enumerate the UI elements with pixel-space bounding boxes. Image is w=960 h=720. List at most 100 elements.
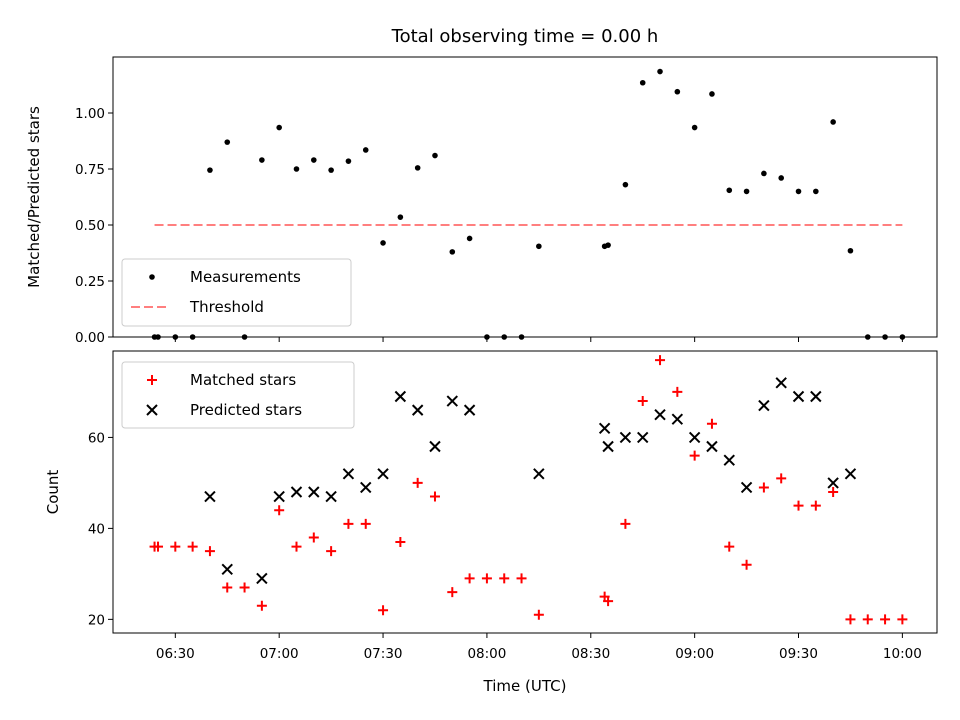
predicted-stars-point <box>360 481 372 494</box>
measurement-point <box>276 124 282 131</box>
predicted-stars-point <box>723 454 735 466</box>
measurement-point <box>847 247 854 254</box>
x-tick-label: 09:30 <box>779 646 818 662</box>
measurement-point <box>622 181 629 188</box>
predicted-stars-point <box>273 490 285 503</box>
predicted-stars-point <box>775 377 787 389</box>
measurement-point <box>345 158 352 164</box>
y-tick-label: 20 <box>88 612 105 628</box>
matched-stars-point <box>758 482 769 493</box>
y-tick-label: 60 <box>88 430 105 446</box>
x-tick-label: 06:30 <box>156 646 195 662</box>
predicted-stars-point <box>827 477 839 489</box>
predicted-stars-point <box>602 440 614 453</box>
matched-stars-point <box>291 541 302 552</box>
predicted-stars-point <box>758 399 770 412</box>
matched-stars-point <box>429 491 440 502</box>
predicted-stars-point <box>308 486 320 498</box>
predicted-stars-point <box>619 431 632 444</box>
x-tick-label: 08:00 <box>467 646 506 662</box>
predicted-stars-point <box>637 431 649 444</box>
predicted-stars-point <box>706 440 718 453</box>
matched-stars-point <box>170 541 181 552</box>
matched-stars-point <box>395 537 406 548</box>
matched-stars-point <box>810 500 821 511</box>
y-tick-label: 0.00 <box>75 330 105 346</box>
matched-stars-point <box>360 518 371 529</box>
plot-frame <box>112 56 938 338</box>
measurement-point <box>813 188 819 195</box>
legend-box <box>121 361 355 429</box>
predicted-stars-point <box>810 390 822 403</box>
matched-stars-point <box>776 473 787 484</box>
predicted-stars-point <box>325 490 337 503</box>
matched-stars-point <box>464 573 475 584</box>
measurement-point <box>380 240 386 246</box>
y-tick-label: 0.25 <box>75 274 105 290</box>
y-tick-label: 1.00 <box>75 106 105 122</box>
y-tick-label: 40 <box>88 521 105 537</box>
legend-measurements-swatch <box>149 274 155 280</box>
matched-stars-point <box>862 614 873 625</box>
measurement-point <box>830 119 836 125</box>
predicted-stars-point <box>342 468 355 480</box>
x-tick-label: 10:00 <box>883 646 922 662</box>
matched-stars-point <box>533 609 544 620</box>
measurement-point <box>657 68 663 75</box>
predicted-stars-point <box>844 468 857 480</box>
predicted-stars-point <box>654 408 666 421</box>
predicted-stars-point <box>377 468 389 480</box>
matched-stars-point <box>153 541 164 552</box>
predicted-stars-point <box>671 413 684 425</box>
measurement-point <box>293 166 300 172</box>
measurement-point <box>691 124 698 131</box>
predicted-stars-point <box>740 481 753 494</box>
matched-stars-point <box>481 573 492 584</box>
measurement-point <box>726 187 733 194</box>
matched-stars-point <box>222 582 233 593</box>
legend: Matched stars Predicted stars <box>121 361 355 429</box>
plot-frame <box>112 350 938 634</box>
matched-stars-point <box>845 614 856 625</box>
measurement-point <box>414 165 421 171</box>
measurement-point <box>709 91 715 97</box>
matched-stars-point <box>828 487 839 497</box>
y-tick-label: 0.50 <box>75 218 105 234</box>
matched-stars-point <box>378 605 389 616</box>
matched-stars-point <box>447 587 458 598</box>
legend-measurements-label: Measurements <box>190 268 301 286</box>
measurement-point <box>605 242 611 248</box>
measurement-point <box>207 167 213 173</box>
measurement-point <box>639 79 646 86</box>
matched-stars-point <box>239 582 250 593</box>
predicted-stars-point <box>290 486 303 498</box>
predicted-stars-point <box>446 395 459 407</box>
matched-stars-point <box>672 386 683 397</box>
matched-stars-point <box>603 596 614 607</box>
legend: Measurements Threshold <box>121 258 352 327</box>
legend-box <box>121 258 352 327</box>
legend-matched-stars-swatch <box>147 375 157 385</box>
measurement-point <box>311 157 317 163</box>
x-tick-label: 07:30 <box>364 646 403 662</box>
y-tick-label: 0.75 <box>75 162 105 178</box>
matched-stars-point <box>326 546 337 557</box>
matched-stars-point <box>274 505 285 516</box>
ratio-plot: 0.00 0.25 0.50 0.75 1.00 Matched/Predicted st… <box>25 56 938 346</box>
measurement-point <box>536 243 542 250</box>
count-plot: 20 40 60 06:30 07:00 07:30 08:00 08:30 09:00 09:3… <box>44 350 938 695</box>
matched-stars-point <box>724 541 735 552</box>
matched-stars-point <box>516 573 527 584</box>
predicted-stars-point <box>411 404 424 416</box>
measurement-point <box>466 235 473 242</box>
matched-stars-point <box>187 541 198 552</box>
matched-stars-point <box>256 600 267 611</box>
legend-predicted-stars-swatch <box>146 404 158 416</box>
matched-stars-point <box>706 418 717 429</box>
x-axis-label: Time (UTC) <box>483 677 567 695</box>
predicted-stars-point <box>204 490 216 503</box>
legend-predicted-stars-label: Predicted stars <box>190 401 302 419</box>
matched-stars-point <box>741 559 752 570</box>
